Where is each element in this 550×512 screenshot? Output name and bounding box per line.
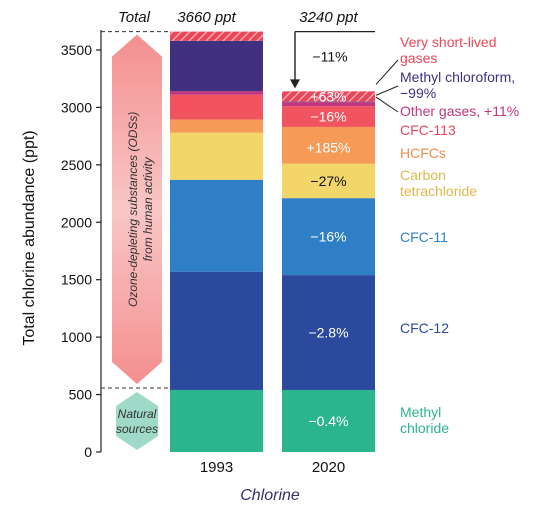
bar-2020-segment-2 xyxy=(282,198,375,276)
total-change-label: −11% xyxy=(312,49,347,65)
x-axis-title: Chlorine xyxy=(240,487,300,504)
annotation-layer: Ozone-depleting substances (ODSs)from hu… xyxy=(101,31,170,450)
y-tick-label-500: 500 xyxy=(69,387,93,403)
y-tick-label-1000: 1000 xyxy=(61,329,92,345)
y-tick-label-0: 0 xyxy=(84,444,92,460)
bar-1993-segment-3 xyxy=(170,132,263,180)
legend: Methyl chloride CFC-12 CFC-11 Carbon tetrachl… xyxy=(375,34,519,436)
ods-label: Ozone-depleting substances (ODSs)from hu… xyxy=(126,112,155,307)
bar-2020-segment-1 xyxy=(282,275,375,390)
bar-1993-segment-4 xyxy=(170,119,263,133)
bar-1993-segment-5 xyxy=(170,94,263,120)
change-label-0: −0.4% xyxy=(308,413,348,429)
y-tick-label-2500: 2500 xyxy=(61,157,92,173)
legend-label-7: Methyl chloroform, −99% xyxy=(400,69,515,101)
bar-2020-segment-5 xyxy=(282,106,375,127)
category-label-2020: 2020 xyxy=(312,459,345,476)
legend-leader-other xyxy=(375,96,399,113)
bar-2020-segment-0 xyxy=(282,389,375,452)
legend-label-3: Carbon tetrachloride xyxy=(400,167,477,199)
total-label-2020: 3240 ppt xyxy=(299,9,358,26)
bar-2020-segment-6 xyxy=(282,102,375,107)
y-tick-label-1500: 1500 xyxy=(61,272,92,288)
legend-label-4: HCFCs xyxy=(400,145,446,161)
bar-1993-segment-8 xyxy=(170,31,263,41)
y-tick-label-2000: 2000 xyxy=(61,214,92,230)
bar-1993-segment-7 xyxy=(170,40,263,92)
ods-arrow xyxy=(112,34,162,384)
total-label-1993: 3660 ppt xyxy=(177,9,236,26)
change-label-5: −16% xyxy=(310,109,346,125)
total-change-arrowhead xyxy=(290,79,300,89)
legend-label-2: CFC-11 xyxy=(400,229,448,245)
bar-1993-segment-1 xyxy=(170,271,263,390)
y-tick-label-3500: 3500 xyxy=(61,42,92,58)
legend-label-1: CFC-12 xyxy=(400,320,449,336)
change-label-4: +185% xyxy=(307,139,351,155)
legend-label-0: Methyl chloride xyxy=(400,404,449,436)
category-label-1993: 1993 xyxy=(200,459,233,476)
change-label-8: +63% xyxy=(310,88,346,104)
bar-2020-segment-7 xyxy=(282,101,375,103)
legend-label-6: Other gases, +11% xyxy=(400,103,519,119)
bar-1993-segment-6 xyxy=(170,91,263,95)
change-label-2: −16% xyxy=(310,229,346,245)
bars: 1993 3660 ppt 2020 3240 ppt −0.4% −2.8% −16% −2… xyxy=(170,9,375,476)
bar-2020-segment-8 xyxy=(282,91,375,102)
header-total-label: Total xyxy=(118,9,151,26)
bar-2020-segment-3 xyxy=(282,163,375,199)
bar-1993-segment-2 xyxy=(170,179,263,272)
natural-sources-label: Natural sources xyxy=(116,407,158,436)
legend-leader-mcf xyxy=(375,85,399,96)
legend-label-5: CFC-113 xyxy=(400,122,456,138)
legend-label-8: Very short-lived gases xyxy=(400,34,496,66)
change-label-1: −2.8% xyxy=(308,325,348,341)
y-axis-title: Total chlorine abundance (ppt) xyxy=(21,130,38,345)
y-tick-label-3000: 3000 xyxy=(61,99,92,115)
natural-arrow xyxy=(116,391,158,450)
bar-1993-segment-0 xyxy=(170,389,263,452)
legend-leader-vsl xyxy=(375,59,399,85)
bar-2020-segment-4 xyxy=(282,126,375,164)
y-axis: 0 500 1000 1500 2000 2500 3000 3500 xyxy=(61,30,102,460)
change-label-3: −27% xyxy=(310,173,346,189)
